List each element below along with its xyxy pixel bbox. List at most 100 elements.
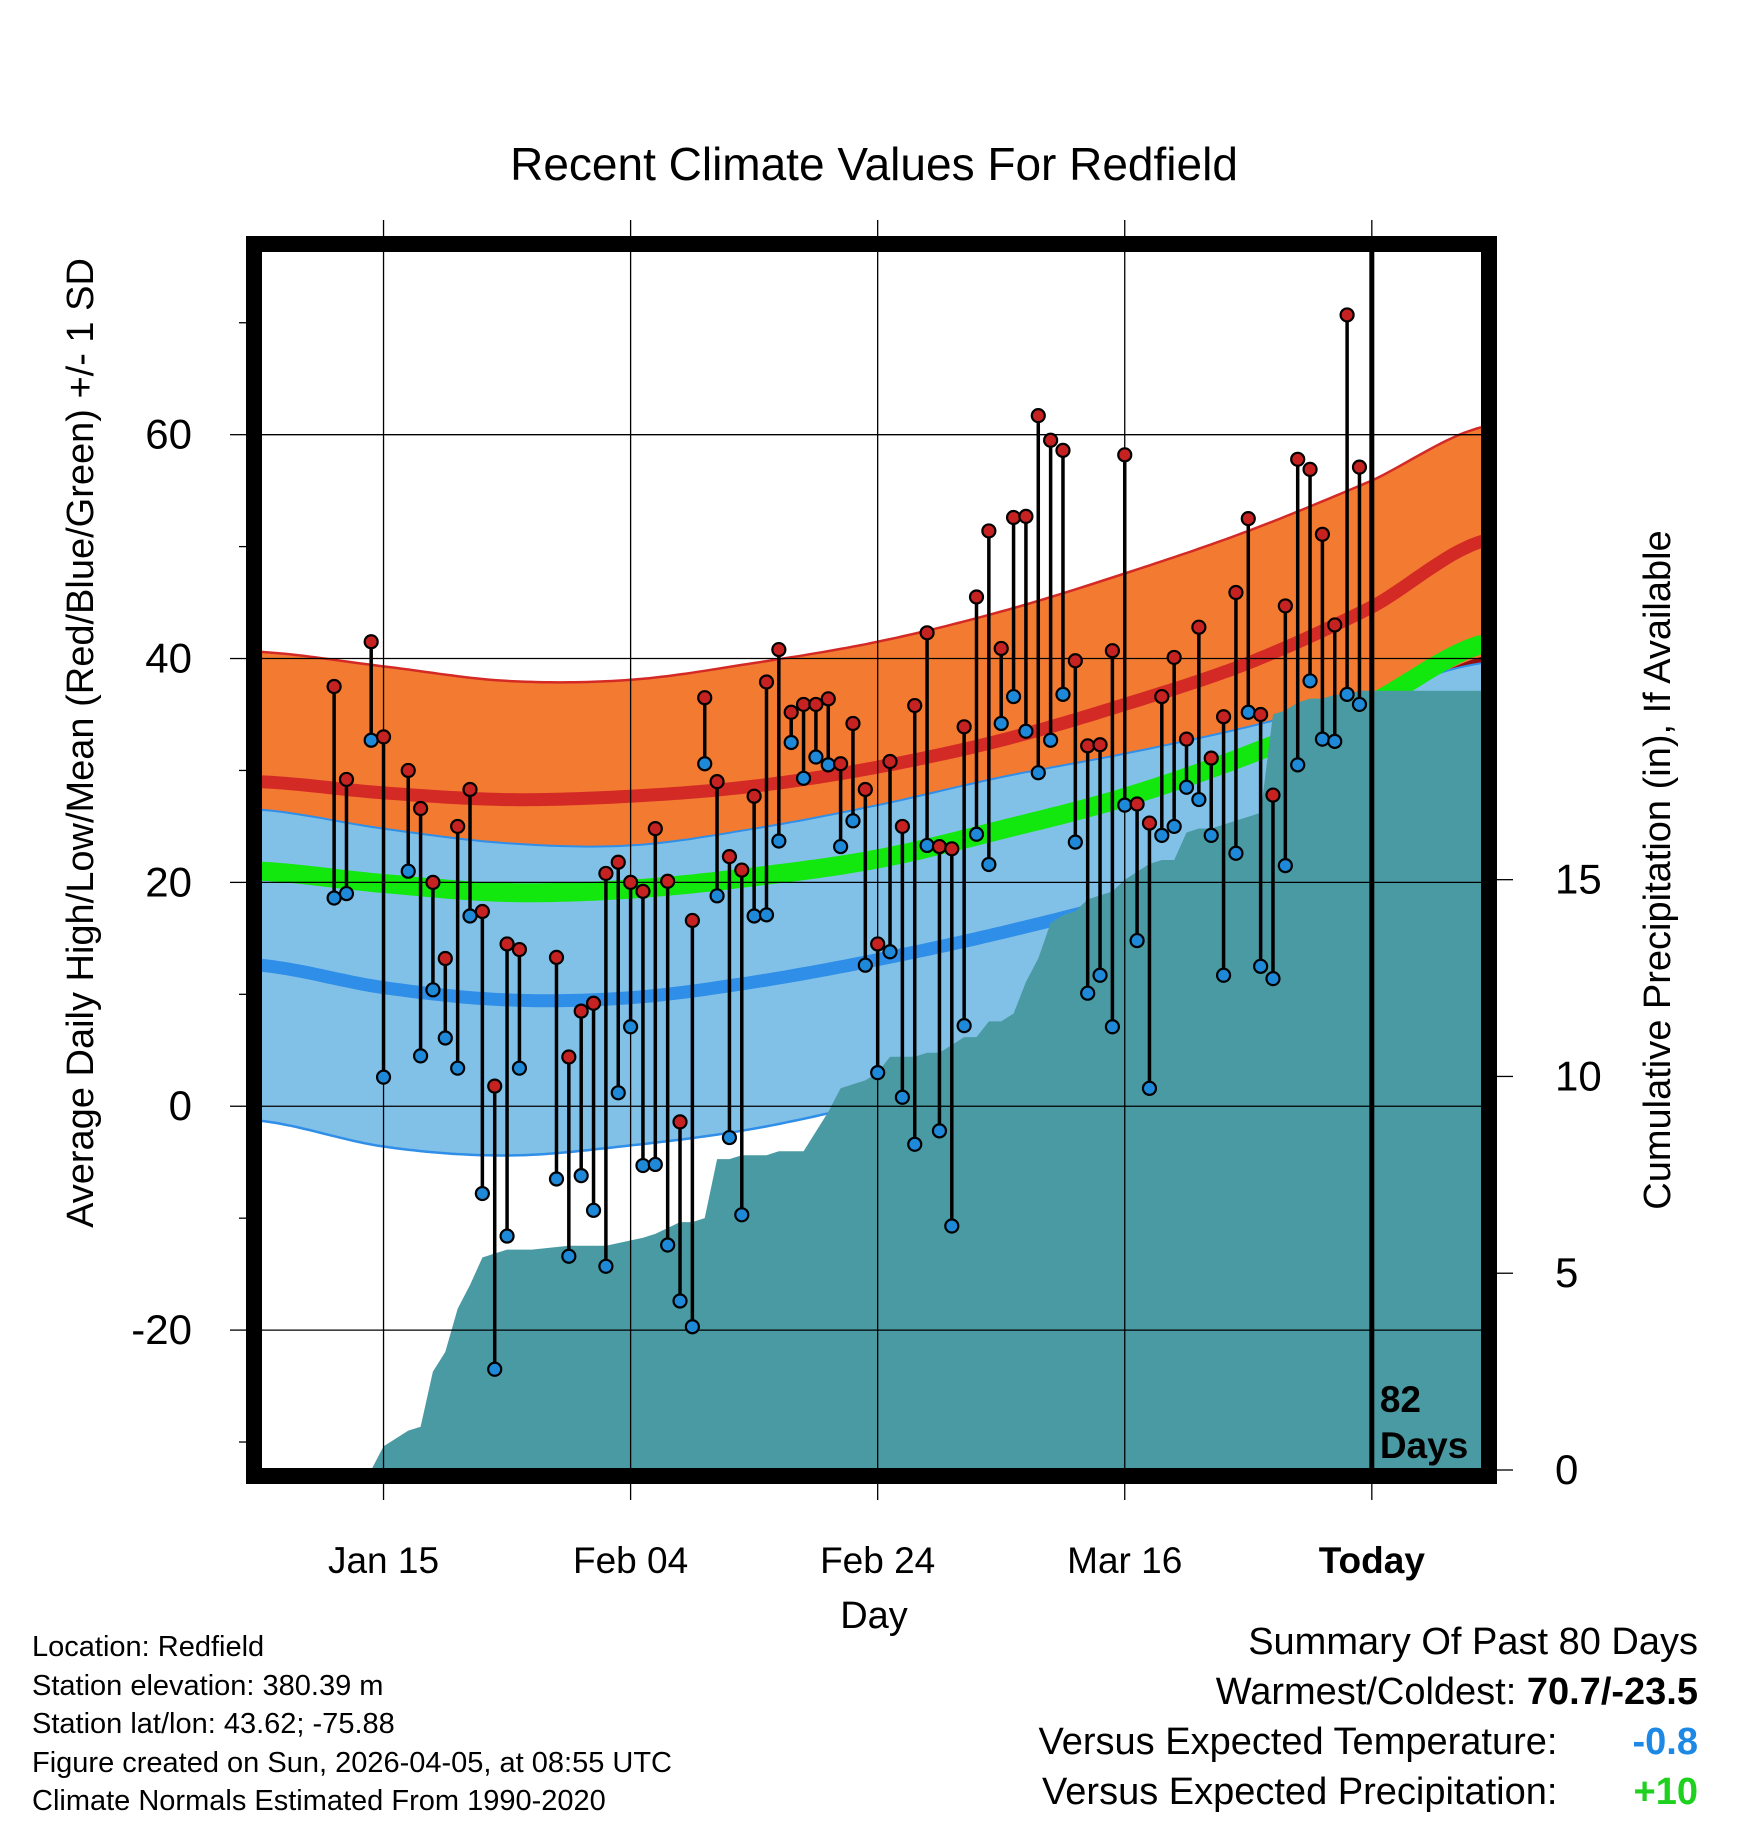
daily-low-point — [425, 982, 441, 998]
daily-high-point — [1129, 796, 1145, 812]
y-axis-label-left: Average Daily High/Low/Mean (Red/Blue/Gr… — [60, 258, 102, 1228]
daily-high-point — [931, 838, 948, 855]
daily-high-point — [1117, 447, 1133, 463]
daily-high-point — [857, 781, 873, 798]
daily-low-point — [771, 833, 787, 849]
daily-low-point — [1005, 688, 1022, 705]
daily-low-point — [400, 863, 416, 879]
daily-high-point — [1067, 653, 1083, 669]
y-tick-label-right: 10 — [1555, 1052, 1602, 1099]
normals-bands — [260, 425, 1483, 1470]
daily-low-point — [919, 837, 935, 854]
daily-high-point — [1141, 815, 1158, 831]
x-tick-label: Today — [1319, 1540, 1426, 1581]
daily-high-point — [363, 634, 379, 650]
daily-low-point — [338, 885, 355, 902]
daily-high-point — [1178, 731, 1195, 747]
today-days-label: Days — [1380, 1425, 1468, 1466]
warm-cold-label: Warmest/Coldest: — [1215, 1671, 1517, 1713]
info-elevation: Station elevation: 380.39 m — [32, 1669, 384, 1702]
daily-low-point — [944, 1218, 960, 1234]
y-axis-label-right: Cumulative Precipitation (in), If Availa… — [1637, 530, 1679, 1209]
daily-high-point — [1104, 643, 1120, 659]
daily-high-point — [499, 936, 515, 952]
chart-title: Recent Climate Values For Redfield — [510, 138, 1238, 190]
daily-low-point — [561, 1248, 577, 1264]
daily-low-point — [1018, 723, 1034, 739]
daily-low-point — [1043, 732, 1059, 748]
daily-high-point — [425, 874, 441, 890]
daily-low-point — [363, 732, 379, 748]
daily-low-point — [1178, 779, 1195, 795]
temp-anomaly-label: Versus Expected Temperature: — [1038, 1721, 1558, 1763]
x-tick-label: Mar 16 — [1067, 1540, 1182, 1581]
high-plus-sd-line — [260, 425, 1483, 684]
daily-high-point — [610, 854, 626, 870]
y-tick-label-left: 40 — [145, 635, 192, 682]
daily-low-point — [931, 1123, 948, 1139]
daily-low-point — [833, 838, 849, 855]
daily-low-point — [499, 1228, 515, 1244]
x-axis-label: Day — [840, 1595, 908, 1637]
daily-low-point — [585, 1202, 602, 1218]
daily-low-point — [1277, 857, 1293, 874]
daily-high-point — [1215, 709, 1232, 725]
daily-low-point — [326, 890, 342, 906]
daily-low-point — [734, 1207, 750, 1223]
station-info: Location: Redfield Station elevation: 38… — [32, 1628, 672, 1821]
daily-low-point — [795, 770, 812, 786]
daily-high-point — [511, 941, 528, 958]
daily-high-point — [894, 818, 910, 835]
daily-high-point — [450, 818, 466, 835]
daily-low-point — [721, 1129, 738, 1146]
info-location: Location: Redfield — [32, 1631, 265, 1663]
daily-low-point — [1240, 704, 1256, 720]
precip-area — [371, 690, 1483, 1470]
daily-low-point — [1290, 757, 1306, 773]
normal-high-line — [260, 534, 1483, 807]
daily-low-point — [573, 1168, 589, 1184]
daily-high-point — [944, 841, 960, 857]
daily-low-point — [437, 1030, 453, 1046]
daily-high-point — [672, 1114, 688, 1130]
daily-low-point — [870, 1065, 886, 1081]
daily-high-point — [1055, 442, 1071, 458]
daily-high-point — [1154, 688, 1170, 705]
info-latlon: Station lat/lon: 43.62; -75.88 — [32, 1708, 395, 1740]
daily-low-point — [956, 1018, 972, 1034]
daily-high-point — [548, 949, 565, 965]
daily-high-point — [993, 640, 1009, 657]
daily-high-point — [1327, 617, 1343, 633]
daily-low-point — [412, 1048, 429, 1064]
daily-high-point — [462, 781, 478, 798]
plot-area: 82 Days Jan 15 Feb 04 Feb 24 Mar 16 Today -20 0 2… — [131, 220, 1602, 1581]
daily-low-point — [1339, 686, 1355, 702]
daily-high-point — [820, 691, 836, 707]
daily-high-point — [808, 696, 824, 713]
y-tick-label-right: 0 — [1555, 1446, 1578, 1493]
warm-cold-value: 70.7/-23.5 — [1526, 1671, 1698, 1713]
daily-high-point — [1080, 738, 1096, 754]
daily-high-point — [795, 696, 812, 713]
daily-low-point — [1302, 673, 1318, 689]
daily-high-point — [561, 1049, 577, 1065]
x-tick-label: Jan 15 — [328, 1540, 439, 1581]
y-tick-label-right: 15 — [1555, 856, 1602, 903]
daily-low-point — [783, 734, 799, 751]
daily-high-point — [598, 865, 614, 882]
daily-low-point — [1265, 971, 1281, 987]
plot-frame — [246, 236, 1497, 1484]
daily-low-point — [1092, 967, 1108, 983]
daily-high-point — [1191, 619, 1207, 635]
daily-high-point — [697, 690, 713, 706]
daily-high-point — [375, 729, 392, 745]
daily-low-point — [894, 1089, 910, 1105]
daily-high-point — [783, 704, 799, 720]
daily-high-point — [1030, 408, 1046, 424]
daily-high-point — [1043, 432, 1059, 448]
daily-high-point — [684, 912, 700, 929]
daily-low-point — [857, 957, 873, 973]
y-tick-label-left: -20 — [131, 1306, 192, 1353]
daily-high-point — [338, 771, 355, 788]
